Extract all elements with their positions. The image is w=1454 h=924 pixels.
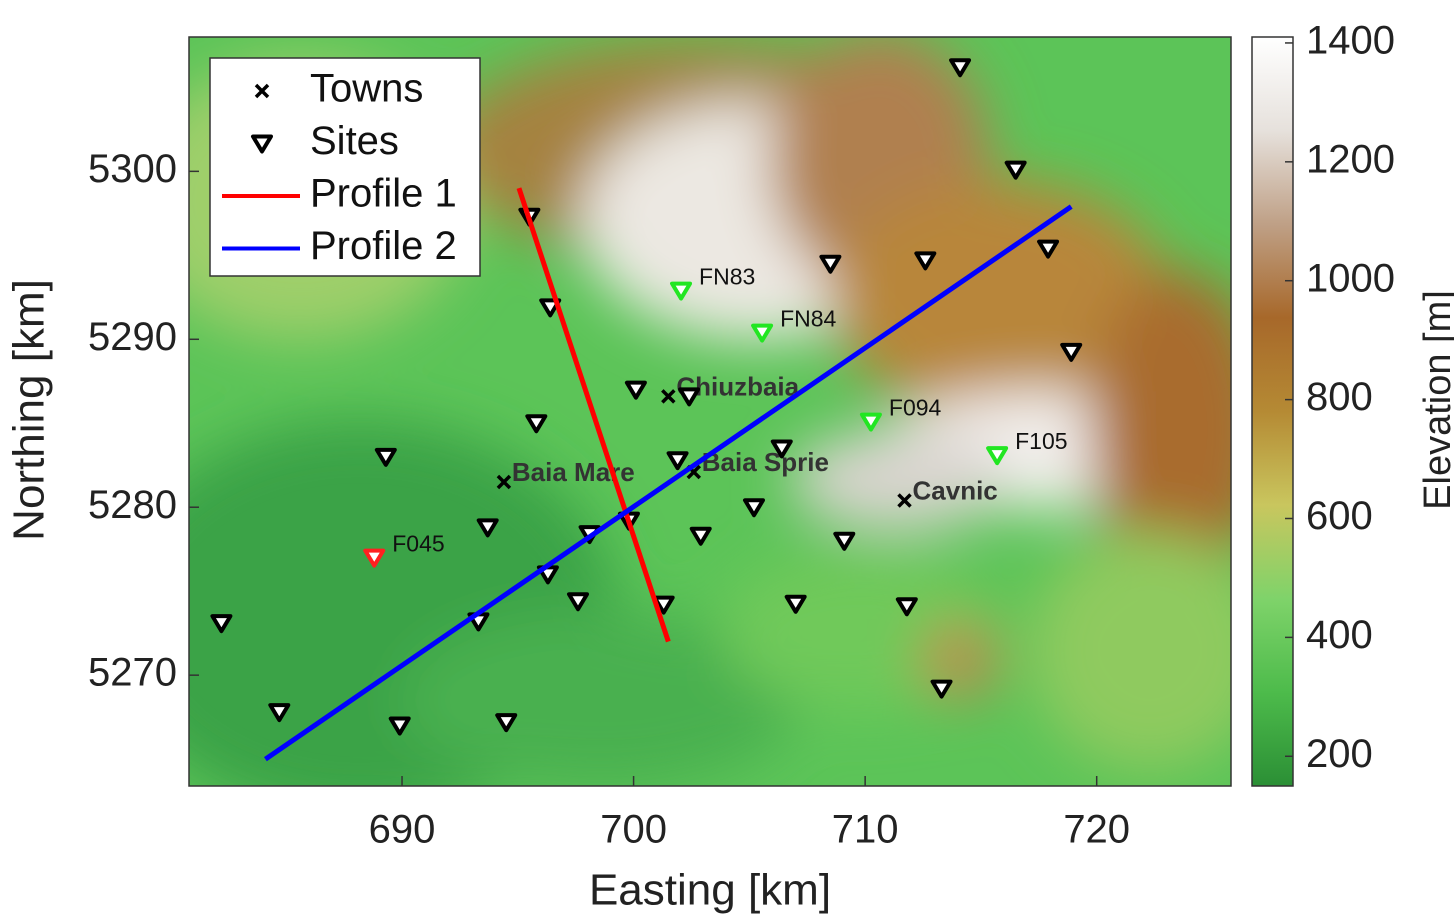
y-tick-label: 5290 xyxy=(88,315,177,359)
y-axis-label: Northing [km] xyxy=(5,279,54,541)
map-figure: ChiuzbaiaBaia MareBaia SprieCavnicFN83FN… xyxy=(0,0,1454,924)
site-label: FN83 xyxy=(699,264,755,290)
town-label: Baia Sprie xyxy=(702,447,829,477)
legend-label: Sites xyxy=(310,119,399,163)
legend-label: Profile 2 xyxy=(310,224,457,268)
colorbar-tick-label: 200 xyxy=(1306,732,1373,776)
colorbar-tick-label: 1400 xyxy=(1306,19,1395,63)
x-tick-label: 700 xyxy=(600,808,667,852)
y-tick-label: 5280 xyxy=(88,483,177,527)
x-tick-label: 720 xyxy=(1063,808,1130,852)
y-tick-label: 5270 xyxy=(88,651,177,695)
site-label: F045 xyxy=(392,531,444,557)
colorbar-tick-label: 800 xyxy=(1306,375,1373,419)
x-tick-label: 690 xyxy=(369,808,436,852)
town-label: Cavnic xyxy=(913,475,998,505)
x-tick-label: 710 xyxy=(832,808,899,852)
colorbar-tick-label: 400 xyxy=(1306,613,1373,657)
colorbar-tick-label: 1200 xyxy=(1306,137,1395,181)
site-label: F094 xyxy=(889,395,942,421)
legend-label: Towns xyxy=(310,67,423,111)
y-tick-label: 5300 xyxy=(88,147,177,191)
site-label: FN84 xyxy=(780,306,836,332)
colorbar-label: Elevation [m] xyxy=(1417,290,1454,510)
colorbar-tick-label: 1000 xyxy=(1306,256,1395,300)
colorbar-tick-label: 600 xyxy=(1306,494,1373,538)
legend-label: Profile 1 xyxy=(310,172,457,216)
site-label: F105 xyxy=(1015,428,1067,454)
x-axis-label: Easting [km] xyxy=(589,866,831,915)
colorbar xyxy=(1252,37,1293,786)
